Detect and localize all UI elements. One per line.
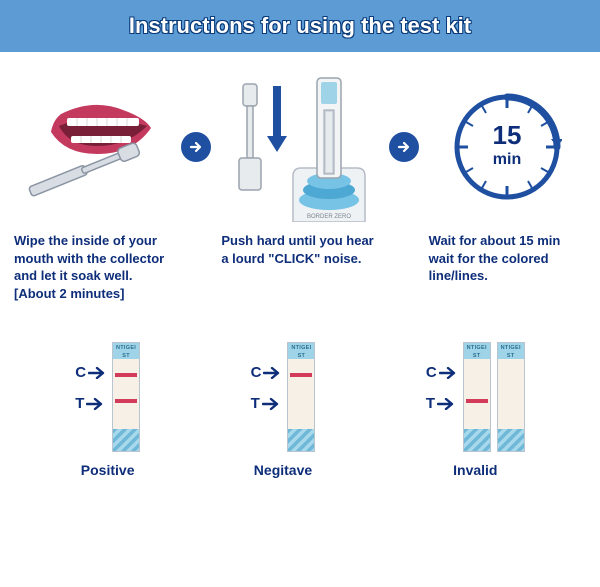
result-label: Negitave [254,462,312,478]
t-line [466,399,488,403]
c-label: C [75,364,106,381]
c-line [115,373,137,377]
arrow-2 [387,72,421,222]
strip-footer [113,429,139,451]
header-title: Instructions for using the test kit [129,13,471,39]
t-label: T [426,395,457,412]
upper-teeth [67,118,139,126]
result-label: Positive [81,462,135,478]
step-2: BORDER ZERO Push hard until you hear a l… [217,72,382,267]
ct-labels: C T [251,342,282,412]
arrow-1 [179,72,213,222]
step-3-illustration: 15 min [425,72,590,222]
arrow-right-icon [396,139,412,155]
c-label: C [426,364,457,381]
arrow-right-icon [262,398,280,410]
result-negitave: C T NTIGEI ST Negitave [251,342,316,478]
clock-unit: min [493,151,521,168]
arrow-right-icon [86,398,104,410]
c-line [290,373,312,377]
clock-icon: 15 min [452,92,562,202]
result-invalid: C T NTIGEI ST NTIGEI ST Invalid [426,342,525,478]
ct-labels: C T [75,342,106,412]
test-strip: NTIGEI ST [287,342,315,452]
header-banner: Instructions for using the test kit [0,0,600,52]
step-1-illustration [10,72,175,222]
strip-footer [288,429,314,451]
step-3-caption: Wait for about 15 min wait for the color… [425,222,590,285]
test-strip: NTIGEI ST [497,342,525,452]
clock-number: 15 [493,120,522,150]
strip-footer [464,429,490,451]
step-3: 15 min Wait for about 15 min wait for th… [425,72,590,285]
result-label: Invalid [453,462,497,478]
arrow-right-icon [437,398,455,410]
collector-small-icon [239,84,261,190]
strip-header: NTIGEI ST [464,343,490,359]
t-label: T [251,395,282,412]
arrow-right-icon [263,367,281,379]
result-positive: C T NTIGEI ST Positive [75,342,140,478]
down-arrow-icon [267,86,287,152]
step-2-caption: Push hard until you hear a lourd "CLICK"… [217,222,382,267]
results-row: C T NTIGEI ST Positive C T NTIGEI ST Neg… [0,302,600,478]
test-strip: NTIGEI ST [112,342,140,452]
steps-row: Wipe the inside of your mouth with the c… [0,52,600,302]
strip-footer [498,429,524,451]
t-line [115,399,137,403]
strip-header: NTIGEI ST [498,343,524,359]
strip-header: NTIGEI ST [113,343,139,359]
step-1: Wipe the inside of your mouth with the c… [10,72,175,302]
strip-header: NTIGEI ST [288,343,314,359]
test-strip: NTIGEI ST [463,342,491,452]
device-label: BORDER ZERO [307,214,351,220]
ct-labels: C T [426,342,457,412]
arrow-right-icon [88,367,106,379]
arrow-right-icon [439,367,457,379]
step-2-illustration: BORDER ZERO [217,72,382,222]
test-container-icon: BORDER ZERO [293,78,365,222]
t-label: T [75,395,106,412]
step-1-caption: Wipe the inside of your mouth with the c… [10,222,175,302]
arrow-right-icon [188,139,204,155]
c-label: C [251,364,282,381]
